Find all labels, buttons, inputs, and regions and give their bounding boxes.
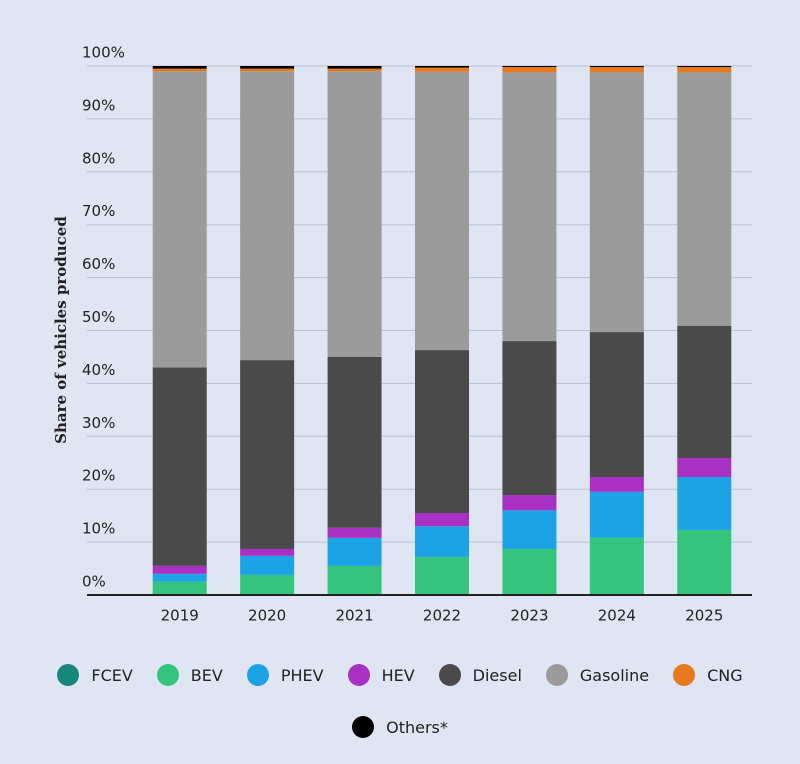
y-tick-label: 100%: [82, 44, 125, 62]
x-tick-label: 2024: [598, 607, 636, 625]
x-tick-label: 2025: [685, 607, 723, 625]
legend-label: Others*: [386, 717, 448, 737]
bar-segment: [589, 72, 644, 333]
x-tick-label: 2022: [423, 607, 461, 625]
bar-segment: [152, 573, 207, 582]
legend-swatch: [156, 664, 179, 686]
legend-swatch: [347, 664, 370, 686]
y-tick-label: 10%: [82, 520, 115, 538]
bar-segment: [502, 66, 557, 68]
y-tick-label: 40%: [82, 361, 115, 379]
bar-segment: [677, 67, 732, 73]
bar-segment: [502, 548, 557, 595]
legend-swatch: [57, 664, 80, 686]
chart: Share of vehicles produced 0% 10% 20% 30% 40…: [52, 44, 752, 625]
bar-segment: [327, 565, 382, 595]
legend-swatch: [246, 664, 269, 686]
bar-segment: [502, 67, 557, 73]
bar-segment: [589, 66, 644, 68]
x-tick-label: 2020: [248, 607, 286, 625]
bar-segment: [502, 510, 557, 549]
y-tick-label: 50%: [82, 308, 115, 326]
bar-segment: [415, 67, 469, 72]
legend-label: HEV: [381, 665, 415, 685]
bar-segment: [327, 71, 382, 357]
bar-segment: [589, 332, 644, 478]
bar-segment: [240, 574, 295, 595]
bar-segment: [327, 527, 382, 538]
legend-item: Diesel: [438, 664, 522, 686]
bar-segment: [240, 548, 295, 556]
legend-label: BEV: [190, 665, 223, 685]
legend-label: Gasoline: [579, 665, 650, 685]
bar-segment: [240, 555, 295, 575]
legend-item: Gasoline: [545, 664, 650, 686]
bar-segment: [152, 565, 207, 574]
bar-segment: [589, 537, 644, 595]
bar-segment: [415, 513, 469, 527]
y-tick-label: 60%: [82, 255, 115, 273]
bar-segment: [152, 66, 207, 69]
y-tick-label: 80%: [82, 149, 115, 167]
legend-swatch: [545, 664, 568, 686]
bar-segment: [677, 529, 732, 595]
legend-swatch: [352, 716, 375, 738]
bar-segment: [415, 556, 469, 595]
bar-segment: [589, 477, 644, 492]
legend-item: FCEV: [57, 664, 133, 686]
y-tick-label: 90%: [82, 96, 115, 114]
legend-label: Diesel: [472, 665, 522, 685]
legend-item: BEV: [156, 664, 223, 686]
legend-label: FCEV: [91, 665, 133, 685]
bar-segment: [240, 68, 295, 72]
bar-segment: [589, 67, 644, 73]
bar-segment: [152, 71, 207, 368]
bar-segment: [240, 360, 295, 549]
y-tick-label: 30%: [82, 414, 115, 432]
bar-segment: [502, 495, 557, 511]
bar-segment: [502, 72, 557, 342]
x-tick-label: 2019: [161, 607, 199, 625]
bar-segment: [415, 71, 469, 351]
bar-segment: [677, 325, 732, 458]
legend: FCEV BEV PHEV HEV Diesel Gasoline CNG Others*: [30, 664, 770, 738]
legend-swatch: [673, 664, 696, 686]
legend-item: PHEV: [246, 664, 324, 686]
bar-segment: [327, 537, 382, 566]
legend-item: CNG: [673, 664, 743, 686]
bar-segment: [152, 581, 207, 595]
bar-segment: [677, 72, 732, 326]
y-tick-label: 70%: [82, 202, 115, 220]
bar-segment: [415, 66, 469, 68]
bar-segment: [415, 350, 469, 514]
x-tick-label: 2023: [510, 607, 548, 625]
legend-swatch: [438, 664, 461, 686]
y-tick-label: 0%: [82, 573, 106, 591]
bar-segment: [677, 66, 732, 68]
x-tick-label: 2021: [335, 607, 373, 625]
legend-label: PHEV: [280, 665, 324, 685]
legend-label: CNG: [707, 665, 743, 685]
bar-segment: [327, 66, 382, 69]
bar-segment: [152, 68, 207, 72]
legend-item: Others*: [352, 716, 448, 738]
bar-segment: [502, 341, 557, 496]
bar-segment: [152, 367, 207, 566]
legend-item: HEV: [347, 664, 415, 686]
y-tick-label: 20%: [82, 467, 115, 485]
bar-segment: [415, 526, 469, 557]
bar-segment: [677, 457, 732, 478]
bar-segment: [240, 71, 295, 361]
y-axis-label: Share of vehicles produced: [52, 216, 70, 444]
bar-segment: [677, 477, 732, 530]
bar-segment: [327, 356, 382, 528]
bar-segment: [589, 491, 644, 538]
bar-segment: [240, 66, 295, 69]
bar-segment: [327, 68, 382, 72]
